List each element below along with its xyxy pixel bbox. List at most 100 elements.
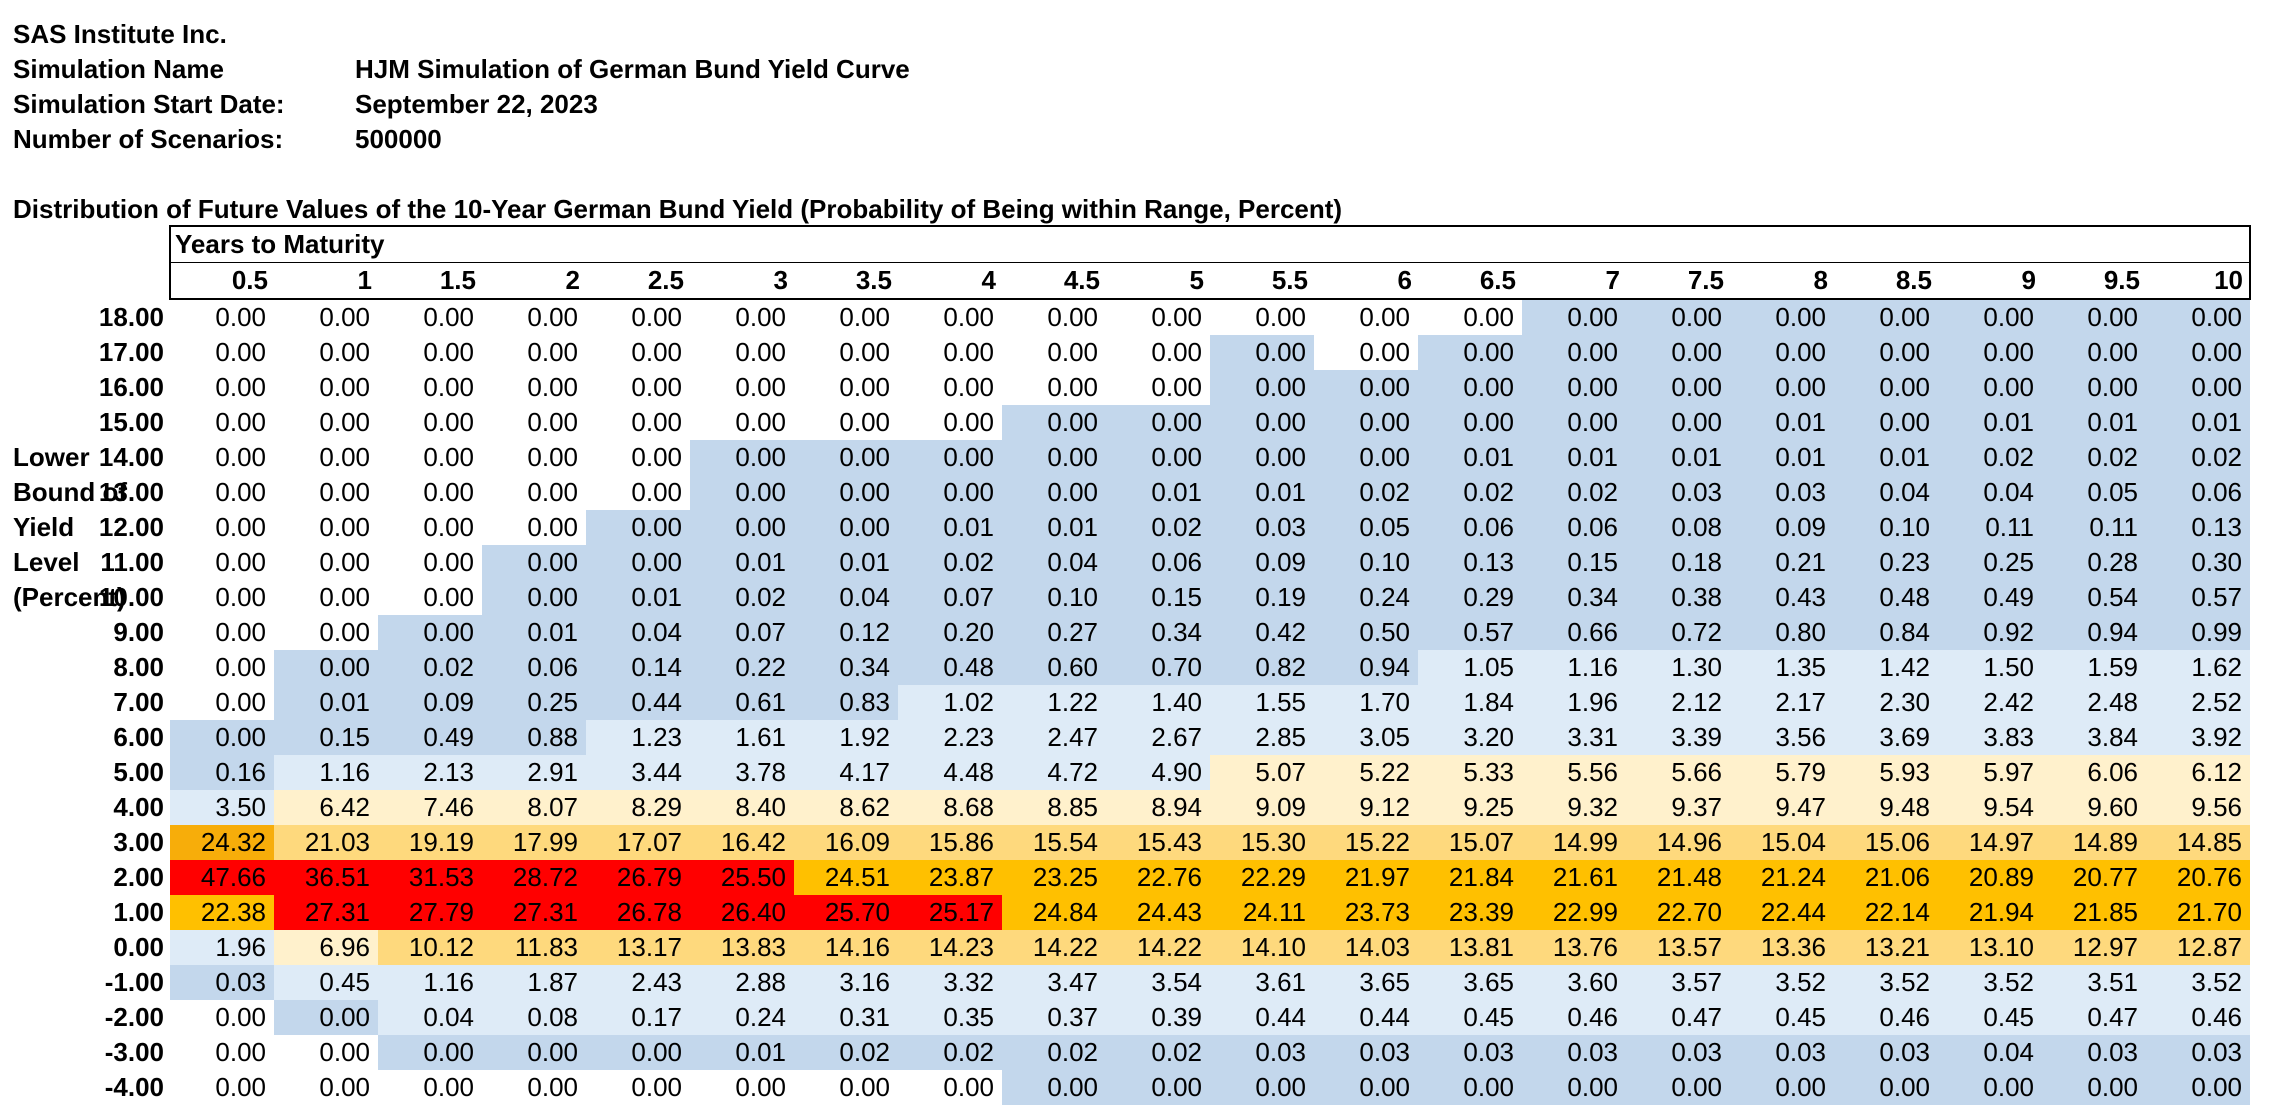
probability-cell: 0.03: [1834, 1035, 1938, 1070]
probability-cell: 14.22: [1106, 930, 1210, 965]
probability-cell: 0.00: [482, 475, 586, 510]
probability-cell: 22.99: [1522, 895, 1626, 930]
maturity-header: 10: [2146, 262, 2251, 300]
probability-cell: 12.97: [2042, 930, 2146, 965]
table-row: 18.00 0.00 0.00 0.00 0.00 0.00 0.00 0.00 0.00 0.0…: [13, 299, 2250, 335]
probability-cell: 5.56: [1522, 755, 1626, 790]
probability-cell: 0.00: [170, 1000, 274, 1035]
probability-cell: 0.00: [482, 440, 586, 475]
probability-cell: 0.00: [586, 370, 690, 405]
probability-cell: 0.00: [274, 370, 378, 405]
probability-cell: 1.16: [378, 965, 482, 1000]
probability-cell: 8.85: [1002, 790, 1106, 825]
simulation-name-value: HJM Simulation of German Bund Yield Curv…: [355, 54, 910, 84]
probability-cell: 1.30: [1626, 650, 1730, 685]
probability-cell: 8.07: [482, 790, 586, 825]
probability-cell: 2.30: [1834, 685, 1938, 720]
probability-cell: 0.50: [1314, 615, 1418, 650]
probability-cell: 0.00: [274, 1000, 378, 1035]
probability-cell: 25.17: [898, 895, 1002, 930]
probability-cell: 22.70: [1626, 895, 1730, 930]
probability-cell: 0.00: [274, 440, 378, 475]
probability-cell: 0.00: [1002, 335, 1106, 370]
probability-cell: 3.52: [1834, 965, 1938, 1000]
probability-cell: 21.48: [1626, 860, 1730, 895]
probability-cell: 0.84: [1834, 615, 1938, 650]
probability-cell: 9.56: [2146, 790, 2250, 825]
probability-cell: 3.83: [1938, 720, 2042, 755]
yield-level-label: 9.00: [113, 617, 164, 647]
yield-level-label: -1.00: [104, 967, 164, 997]
probability-cell: 0.47: [1626, 1000, 1730, 1035]
probability-cell: 0.00: [1106, 405, 1210, 440]
probability-cell: 0.82: [1210, 650, 1314, 685]
probability-cell: 0.00: [690, 1070, 794, 1105]
probability-cell: 0.15: [1522, 545, 1626, 580]
yield-level-label: 8.00: [113, 652, 164, 682]
probability-cell: 4.90: [1106, 755, 1210, 790]
probability-cell: 0.00: [378, 370, 482, 405]
probability-cell: 28.72: [482, 860, 586, 895]
probability-cell: 0.00: [170, 440, 274, 475]
probability-cell: 9.12: [1314, 790, 1418, 825]
probability-cell: 9.09: [1210, 790, 1314, 825]
probability-cell: 0.00: [898, 405, 1002, 440]
probability-cell: 6.96: [274, 930, 378, 965]
probability-cell: 0.02: [2042, 440, 2146, 475]
probability-cell: 0.00: [378, 405, 482, 440]
probability-cell: 3.78: [690, 755, 794, 790]
probability-cell: 0.00: [1522, 299, 1626, 335]
probability-cell: 3.52: [1730, 965, 1834, 1000]
probability-cell: 0.00: [170, 299, 274, 335]
probability-cell: 0.03: [1314, 1035, 1418, 1070]
maturity-header: 5.5: [1210, 262, 1314, 300]
simulation-name-label: Simulation Name: [13, 54, 224, 84]
maturity-header: 1: [274, 262, 378, 300]
probability-cell: 0.13: [1418, 545, 1522, 580]
probability-cell: 25.50: [690, 860, 794, 895]
probability-cell: 14.03: [1314, 930, 1418, 965]
probability-cell: 0.01: [2146, 405, 2250, 440]
probability-cell: 3.44: [586, 755, 690, 790]
probability-cell: 0.02: [898, 545, 1002, 580]
probability-cell: 0.00: [1210, 1070, 1314, 1105]
row-axis-label-line: (Percent): [13, 582, 126, 612]
table-row: 3.00 24.32 21.03 19.19 17.99 17.07 16.42 16.09 1…: [13, 825, 2250, 860]
probability-cell: 0.00: [378, 1035, 482, 1070]
probability-cell: 0.02: [690, 580, 794, 615]
probability-cell: 0.99: [2146, 615, 2250, 650]
probability-cell: 0.02: [1106, 1035, 1210, 1070]
probability-cell: 14.23: [898, 930, 1002, 965]
probability-cell: 15.86: [898, 825, 1002, 860]
probability-cell: 0.00: [274, 1035, 378, 1070]
table-row: 7.00 0.00 0.01 0.09 0.25 0.44 0.61 0.83 1.02 1.22…: [13, 685, 2250, 720]
probability-cell: 0.00: [690, 510, 794, 545]
probability-cell: 0.00: [378, 510, 482, 545]
probability-cell: 0.00: [1938, 1070, 2042, 1105]
probability-cell: 0.00: [2042, 370, 2146, 405]
probability-cell: 0.25: [1938, 545, 2042, 580]
probability-cell: 4.72: [1002, 755, 1106, 790]
probability-cell: 14.96: [1626, 825, 1730, 860]
probability-cell: 0.02: [794, 1035, 898, 1070]
probability-cell: 0.00: [1002, 299, 1106, 335]
probability-cell: 3.92: [2146, 720, 2250, 755]
probability-cell: 0.09: [1730, 510, 1834, 545]
probability-cell: 26.78: [586, 895, 690, 930]
probability-cell: 16.42: [690, 825, 794, 860]
probability-cell: 0.43: [1730, 580, 1834, 615]
yield-level-label: 11.00: [100, 547, 164, 577]
probability-cell: 3.52: [1938, 965, 2042, 1000]
probability-cell: 12.87: [2146, 930, 2250, 965]
probability-cell: 1.70: [1314, 685, 1418, 720]
maturity-header: 9: [1938, 262, 2042, 300]
probability-cell: 0.00: [1418, 299, 1522, 335]
probability-cell: 0.72: [1626, 615, 1730, 650]
yield-level-label: 0.00: [113, 932, 164, 962]
probability-cell: 0.06: [1106, 545, 1210, 580]
probability-cell: 0.23: [1834, 545, 1938, 580]
probability-cell: 31.53: [378, 860, 482, 895]
probability-cell: 0.00: [2042, 335, 2146, 370]
row-axis-label: Lower Bound of Yield Level (Percent): [13, 440, 127, 615]
probability-cell: 24.11: [1210, 895, 1314, 930]
